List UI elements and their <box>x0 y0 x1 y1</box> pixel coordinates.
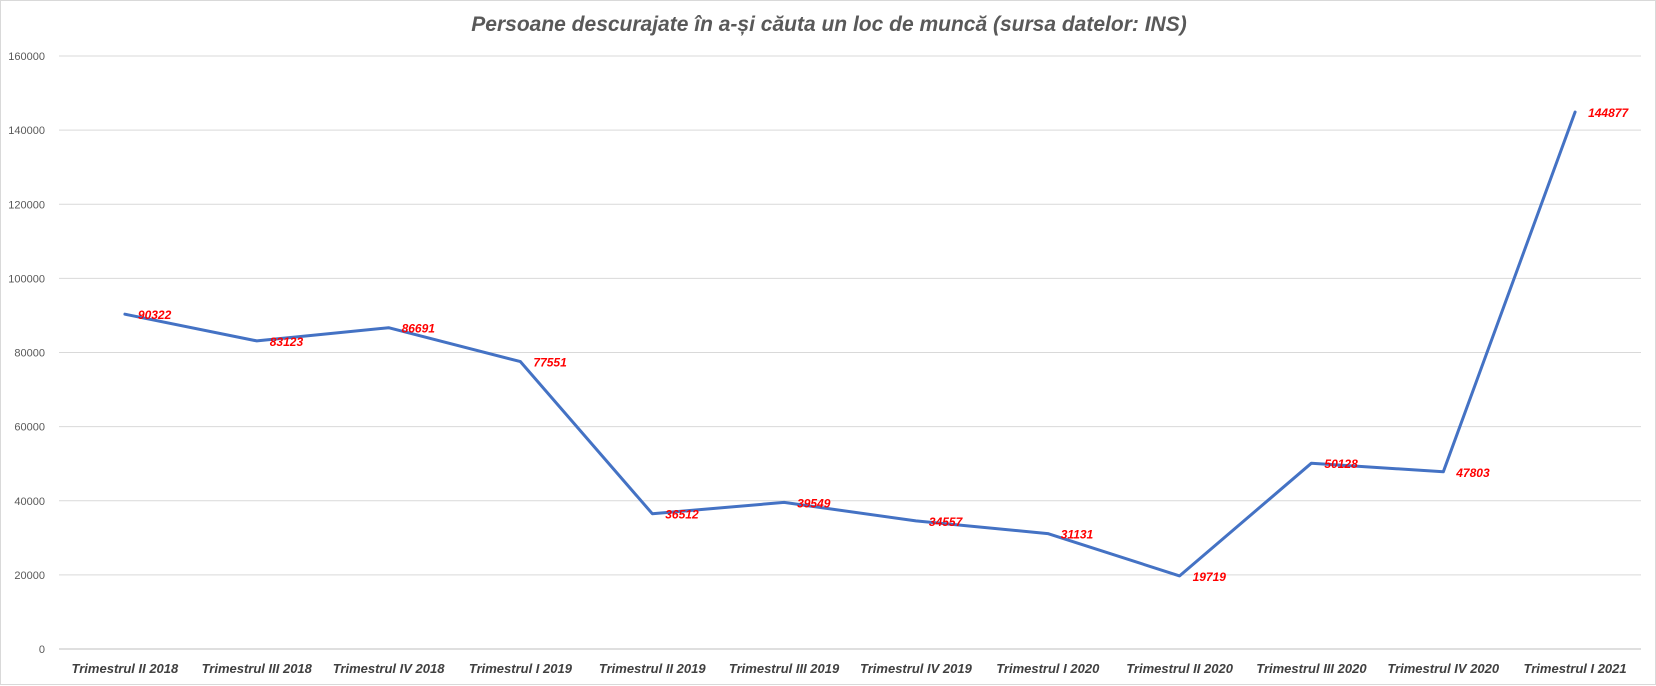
x-tick-label: Trimestrul IV 2019 <box>860 661 973 676</box>
x-tick-label: Trimestrul II 2019 <box>599 661 706 676</box>
data-label: 86691 <box>402 322 436 336</box>
y-tick-label: 60000 <box>14 422 45 434</box>
data-label: 19719 <box>1193 570 1227 584</box>
x-tick-label: Trimestrul I 2019 <box>469 661 573 676</box>
x-tick-label: Trimestrul I 2021 <box>1524 661 1627 676</box>
x-tick-label: Trimestrul II 2018 <box>72 661 179 676</box>
y-tick-label: 160000 <box>8 51 45 63</box>
x-tick-label: Trimestrul I 2020 <box>996 661 1100 676</box>
data-label: 47803 <box>1455 466 1490 480</box>
chart-title: Persoane descurajate în a-și căuta un lo… <box>471 13 1187 36</box>
data-labels: 90322 83123 86691 77551 36512 39549 34557 31131… <box>138 106 1630 584</box>
data-label: 144877 <box>1588 106 1629 120</box>
data-label: 50128 <box>1324 457 1358 471</box>
data-label: 39549 <box>797 496 831 510</box>
data-label: 31131 <box>1061 528 1094 542</box>
x-tick-label: Trimestrul IV 2018 <box>333 661 446 676</box>
y-axis: 0 20000 40000 60000 80000 100000 120000 140000 1… <box>8 51 45 656</box>
y-tick-label: 40000 <box>14 496 45 508</box>
x-tick-label: Trimestrul III 2019 <box>729 661 840 676</box>
y-tick-label: 100000 <box>8 273 45 285</box>
x-axis: Trimestrul II 2018 Trimestrul III 2018 Tri… <box>72 661 1627 676</box>
x-tick-label: Trimestrul III 2018 <box>202 661 313 676</box>
y-tick-label: 120000 <box>8 199 45 211</box>
x-tick-label: Trimestrul II 2020 <box>1126 661 1233 676</box>
data-label: 83123 <box>270 335 304 349</box>
x-tick-label: Trimestrul IV 2020 <box>1387 661 1500 676</box>
series <box>123 110 1577 578</box>
y-tick-label: 140000 <box>8 125 45 137</box>
data-label: 34557 <box>929 515 964 529</box>
y-tick-label: 80000 <box>14 348 45 360</box>
data-label: 77551 <box>533 356 567 370</box>
y-tick-label: 0 <box>39 644 45 656</box>
series-line <box>123 110 1577 578</box>
y-tick-label: 20000 <box>14 570 45 582</box>
data-label: 90322 <box>138 308 172 322</box>
gridlines <box>59 55 1641 650</box>
x-tick-label: Trimestrul III 2020 <box>1256 661 1367 676</box>
data-label: 36512 <box>665 508 699 522</box>
